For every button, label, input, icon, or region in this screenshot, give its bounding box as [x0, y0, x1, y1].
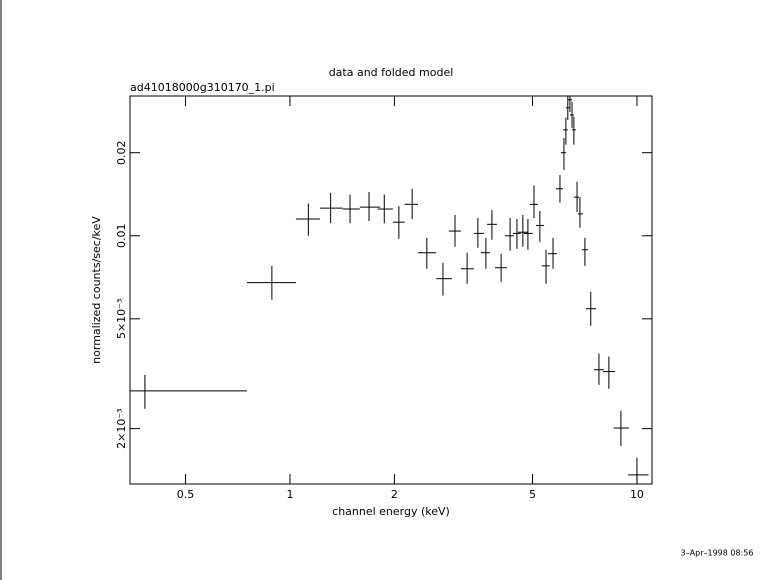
x-tick-label: 2	[391, 488, 398, 501]
y-tick-label: 0.01	[115, 224, 128, 249]
x-tick-label: 10	[630, 488, 644, 501]
chart-title: data and folded model	[329, 66, 454, 79]
plot-frame	[129, 95, 653, 485]
x-axis-label: channel energy (keV)	[332, 505, 450, 518]
y-tick-label: 5×10⁻³	[115, 299, 128, 339]
chart-subtitle: ad41018000g310170_1.pi	[130, 81, 275, 94]
y-tick-label: 0.02	[115, 140, 128, 165]
y-axis-label: normalized counts/sec/keV	[90, 216, 103, 364]
footnote: 3–Apr–1998 08:56	[681, 549, 754, 558]
x-tick-label: 0.5	[177, 488, 195, 501]
y-tick-label: 2×10⁻³	[115, 408, 128, 448]
x-tick-label: 1	[286, 488, 293, 501]
x-tick-label: 5	[529, 488, 536, 501]
